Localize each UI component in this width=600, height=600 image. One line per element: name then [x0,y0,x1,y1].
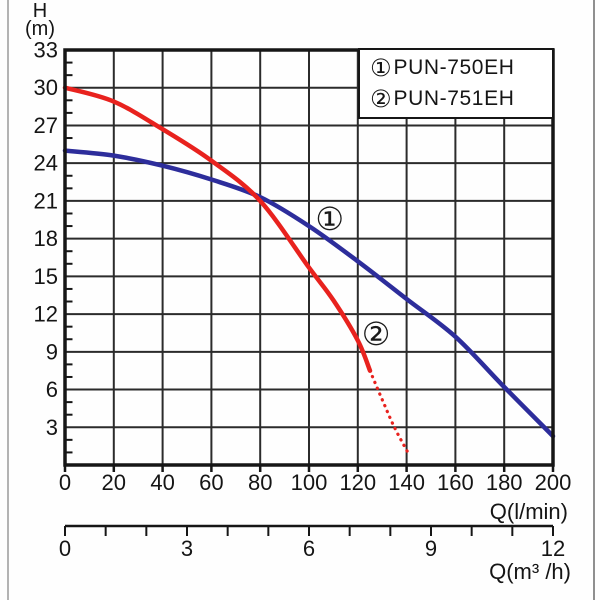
page-border-left [7,0,9,600]
x2-tick-label-9: 9 [425,536,437,561]
x2-tick-label-3: 3 [181,536,193,561]
y-tick-label-33: 33 [34,38,58,63]
y-tick-label-30: 30 [34,75,58,100]
x-tick-label-40: 40 [150,470,174,495]
legend-marker-2: ② [370,84,392,113]
curve-1-path [62,148,556,439]
legend-marker-1: ① [370,54,392,83]
y-axis-title-unit: (m) [25,18,55,40]
x-tick-label-160: 160 [437,470,474,495]
x-tick-label-200: 200 [535,470,572,495]
curve-2-path [62,85,373,373]
x-tick-label-180: 180 [486,470,523,495]
legend-label-1: PUN-750EH [393,56,515,80]
y-tick-label-27: 27 [34,113,58,138]
plot-border [63,48,555,467]
y-tick-label-24: 24 [34,151,58,176]
y-tick-label-18: 18 [34,226,58,251]
x-axis-title: Q(l/min) [489,499,568,524]
y-axis-title: H (m) [14,0,66,40]
x-tick-label-140: 140 [388,470,425,495]
y-axis-title-symbol: H [32,0,48,22]
y-tick-label-21: 21 [34,188,58,213]
x2-tick-label-6: 6 [303,536,315,561]
x-tick-label-100: 100 [291,470,328,495]
x-tick-label-0: 0 [59,470,71,495]
y-tick-label-6: 6 [46,377,58,402]
x2-tick-label-12: 12 [541,536,565,561]
y-tick-label-3: 3 [46,415,58,440]
y-tick-label-9: 9 [46,339,58,364]
curve-2-annotation: ② [361,315,391,354]
x-tick-label-20: 20 [102,470,126,495]
y-tick-label-15: 15 [34,264,58,289]
curve-1-annotation: ① [315,199,345,238]
legend-item-1: ① PUN-750EH [370,56,552,80]
x-tick-label-120: 120 [339,470,376,495]
legend-label-2: PUN-751EH [393,86,515,110]
x-tick-label-80: 80 [248,470,272,495]
legend-item-2: ② PUN-751EH [370,87,552,111]
x-tick-label-60: 60 [199,470,223,495]
x2-axis-title: Q(m³ /h) [489,559,571,584]
page-border-right [593,0,595,600]
curve-2-dotted-path [368,369,410,454]
y-tick-label-12: 12 [34,302,58,327]
x2-tick-label-0: 0 [59,536,71,561]
legend: ① PUN-750EH ② PUN-751EH [358,48,554,119]
